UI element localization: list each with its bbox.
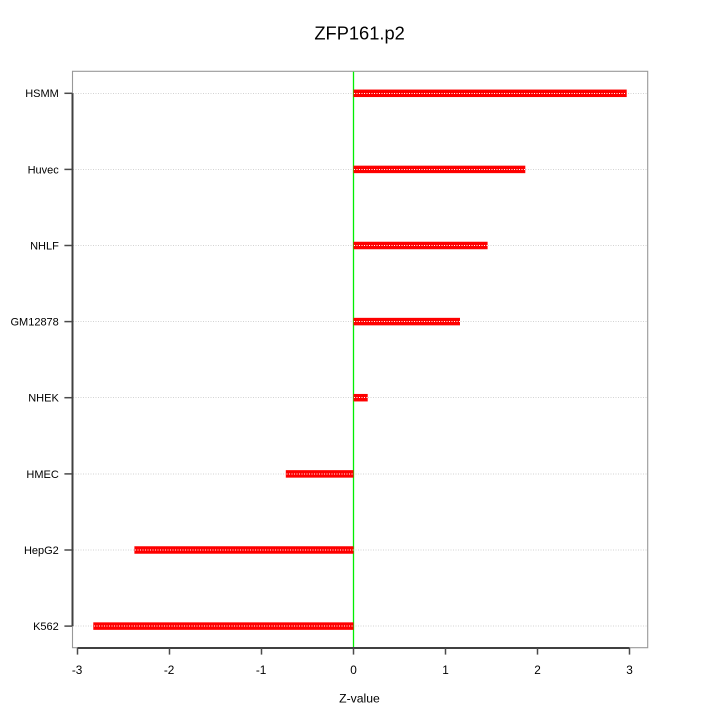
svg-text:NHLF: NHLF bbox=[30, 240, 59, 252]
svg-text:HMEC: HMEC bbox=[26, 469, 58, 481]
svg-text:HSMM: HSMM bbox=[25, 88, 59, 100]
svg-text:-2: -2 bbox=[164, 663, 175, 677]
svg-text:K562: K562 bbox=[33, 621, 59, 633]
svg-text:HepG2: HepG2 bbox=[24, 545, 59, 557]
svg-text:Z-value: Z-value bbox=[339, 691, 380, 705]
svg-text:NHEK: NHEK bbox=[28, 393, 59, 405]
svg-text:ZFP161.p2: ZFP161.p2 bbox=[314, 23, 404, 44]
svg-text:Huvec: Huvec bbox=[28, 164, 60, 176]
svg-text:2: 2 bbox=[534, 663, 541, 677]
svg-text:1: 1 bbox=[442, 663, 449, 677]
svg-text:0: 0 bbox=[350, 663, 357, 677]
svg-text:-1: -1 bbox=[256, 663, 267, 677]
svg-text:3: 3 bbox=[626, 663, 633, 677]
svg-text:GM12878: GM12878 bbox=[10, 316, 58, 328]
svg-text:-3: -3 bbox=[72, 663, 83, 677]
